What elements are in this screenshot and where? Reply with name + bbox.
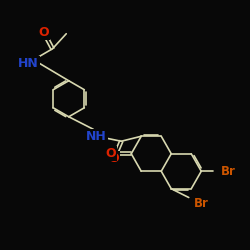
Text: NH: NH [86,130,106,143]
Text: Br: Br [194,197,208,210]
Text: O: O [38,26,49,39]
Text: HN: HN [18,57,39,70]
Text: O: O [108,152,119,165]
Text: O: O [106,147,116,160]
Text: Br: Br [221,165,236,178]
